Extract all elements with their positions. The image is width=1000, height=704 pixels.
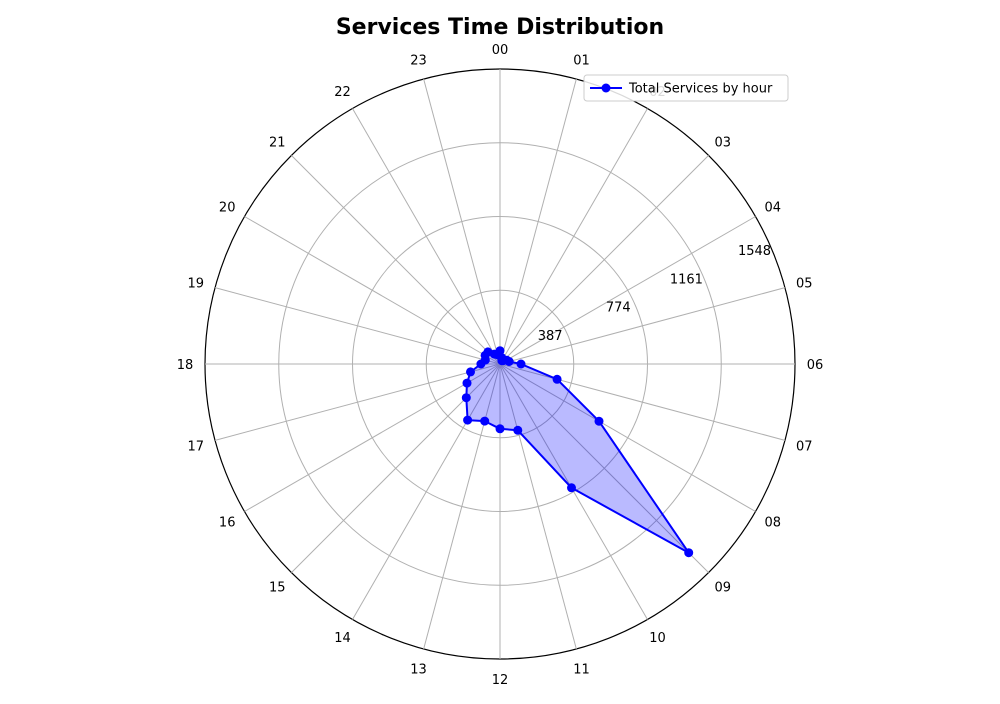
grid-spoke [499,363,648,620]
angle-tick-label: 18 [177,358,194,373]
data-point [462,378,472,388]
angle-tick-label: 00 [492,43,509,58]
data-point [516,359,526,369]
data-point [552,374,562,384]
radial-tick-label: 387 [538,329,563,344]
angle-tick-label: 06 [807,358,824,373]
angle-tick-label: 03 [714,135,731,150]
legend: Total Services by hour [583,74,789,102]
angle-tick-label: 21 [269,135,286,150]
grid-spoke [499,363,709,573]
angle-tick-label: 08 [765,516,782,531]
angle-tick-label: 11 [573,662,590,677]
series-area [466,350,689,553]
chart-title: Services Time Distribution [336,15,664,40]
angle-tick-label: 16 [219,516,236,531]
angle-tick-label: 22 [334,85,351,100]
data-point [463,415,473,425]
grid-spoke [423,363,501,650]
data-point [513,425,523,435]
data-point [480,416,490,426]
grid-spoke [352,363,501,620]
legend-label: Total Services by hour [628,82,773,97]
label-layer: 0001020304050607080910111213141516171819… [177,43,824,688]
grid-spoke [499,216,756,365]
grid-spoke [499,287,786,365]
grid-spoke [352,108,501,365]
data-point [567,483,576,493]
grid-spoke [244,363,501,512]
data-point [466,367,475,377]
angle-tick-label: 20 [219,201,236,216]
data-point [461,393,471,403]
legend-marker-swatch [601,83,611,93]
angle-tick-label: 19 [187,276,204,291]
data-point [495,424,505,434]
radial-tick-label: 1548 [738,244,771,259]
legend-box [583,74,789,102]
grid-spoke [214,363,501,441]
angle-tick-label: 01 [573,54,590,69]
angle-tick-label: 23 [410,54,427,69]
angle-tick-label: 05 [796,276,813,291]
grid-spoke [499,363,577,650]
grid-spoke [499,363,756,512]
data-point [493,350,502,360]
angle-tick-label: 17 [187,440,204,455]
angle-tick-label: 14 [334,631,351,646]
angle-tick-label: 12 [492,673,509,688]
angle-tick-label: 13 [410,662,427,677]
angle-tick-label: 04 [765,201,782,216]
data-point [504,357,514,366]
angle-tick-label: 15 [269,581,286,596]
grid-spoke [244,216,501,365]
grid-spoke [499,78,577,365]
radial-tick-label: 1161 [670,272,703,287]
data-point [594,416,604,426]
grid-spoke [214,287,501,365]
radial-tick-label: 774 [606,301,631,316]
grid-spoke [499,363,786,441]
grid-spoke [291,155,501,365]
grid-spoke [499,108,648,365]
angle-tick-label: 07 [796,440,813,455]
series-layer [461,346,694,558]
data-point [684,548,694,558]
angle-tick-label: 10 [649,631,666,646]
angle-tick-label: 09 [714,581,731,596]
grid-spoke [423,78,501,365]
grid-layer [204,68,796,660]
grid-spoke [499,155,709,365]
